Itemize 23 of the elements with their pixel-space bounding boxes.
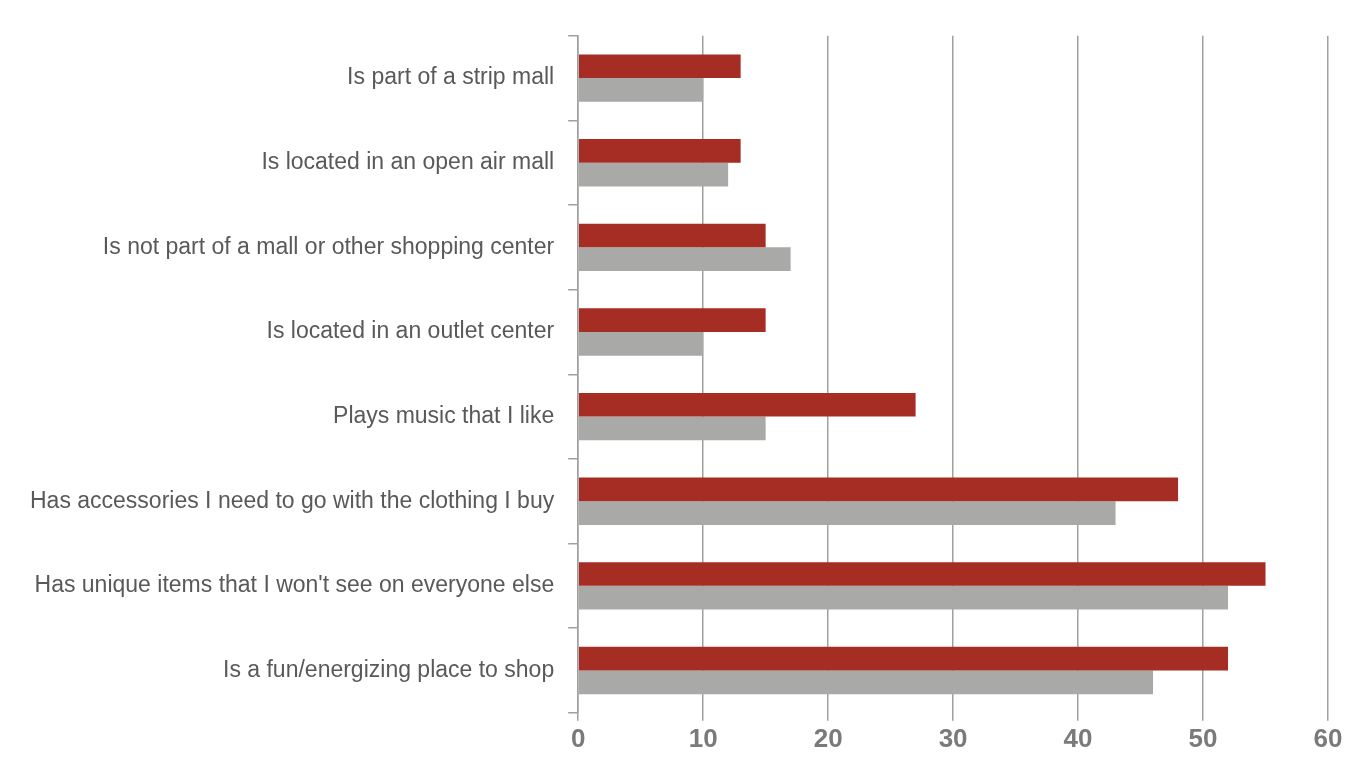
y-tick-label: Is located in an open air mall (261, 148, 555, 175)
bar (578, 139, 741, 163)
bar (578, 223, 766, 248)
bar (578, 562, 1266, 586)
x-tick-label: 0 (570, 722, 586, 753)
y-tick-label: Has accessories I need to go with the clothing I buy (29, 486, 555, 513)
x-tick-label: 20 (813, 722, 843, 753)
bar (578, 54, 741, 79)
bar (578, 392, 916, 417)
bar (578, 308, 766, 332)
x-tick-label: 30 (938, 722, 968, 753)
y-tick-label: Is located in an outlet center (266, 317, 555, 344)
y-tick-label: Is a fun/energizing place to shop (223, 655, 555, 682)
x-tick-label: 50 (1188, 722, 1218, 753)
y-tick-label: Is part of a strip mall (347, 63, 555, 90)
x-tick-label: 10 (688, 722, 718, 753)
x-tick-label: 60 (1313, 722, 1343, 753)
y-tick-label: Has unique items that I won't see on everyone else (34, 571, 555, 598)
y-tick-label: Plays music that I like (333, 401, 555, 428)
y-tick-label: Is not part of a mall or other shopping center (102, 232, 555, 259)
x-tick-label: 40 (1063, 722, 1093, 753)
bar (578, 477, 1179, 502)
bar (578, 646, 1229, 671)
